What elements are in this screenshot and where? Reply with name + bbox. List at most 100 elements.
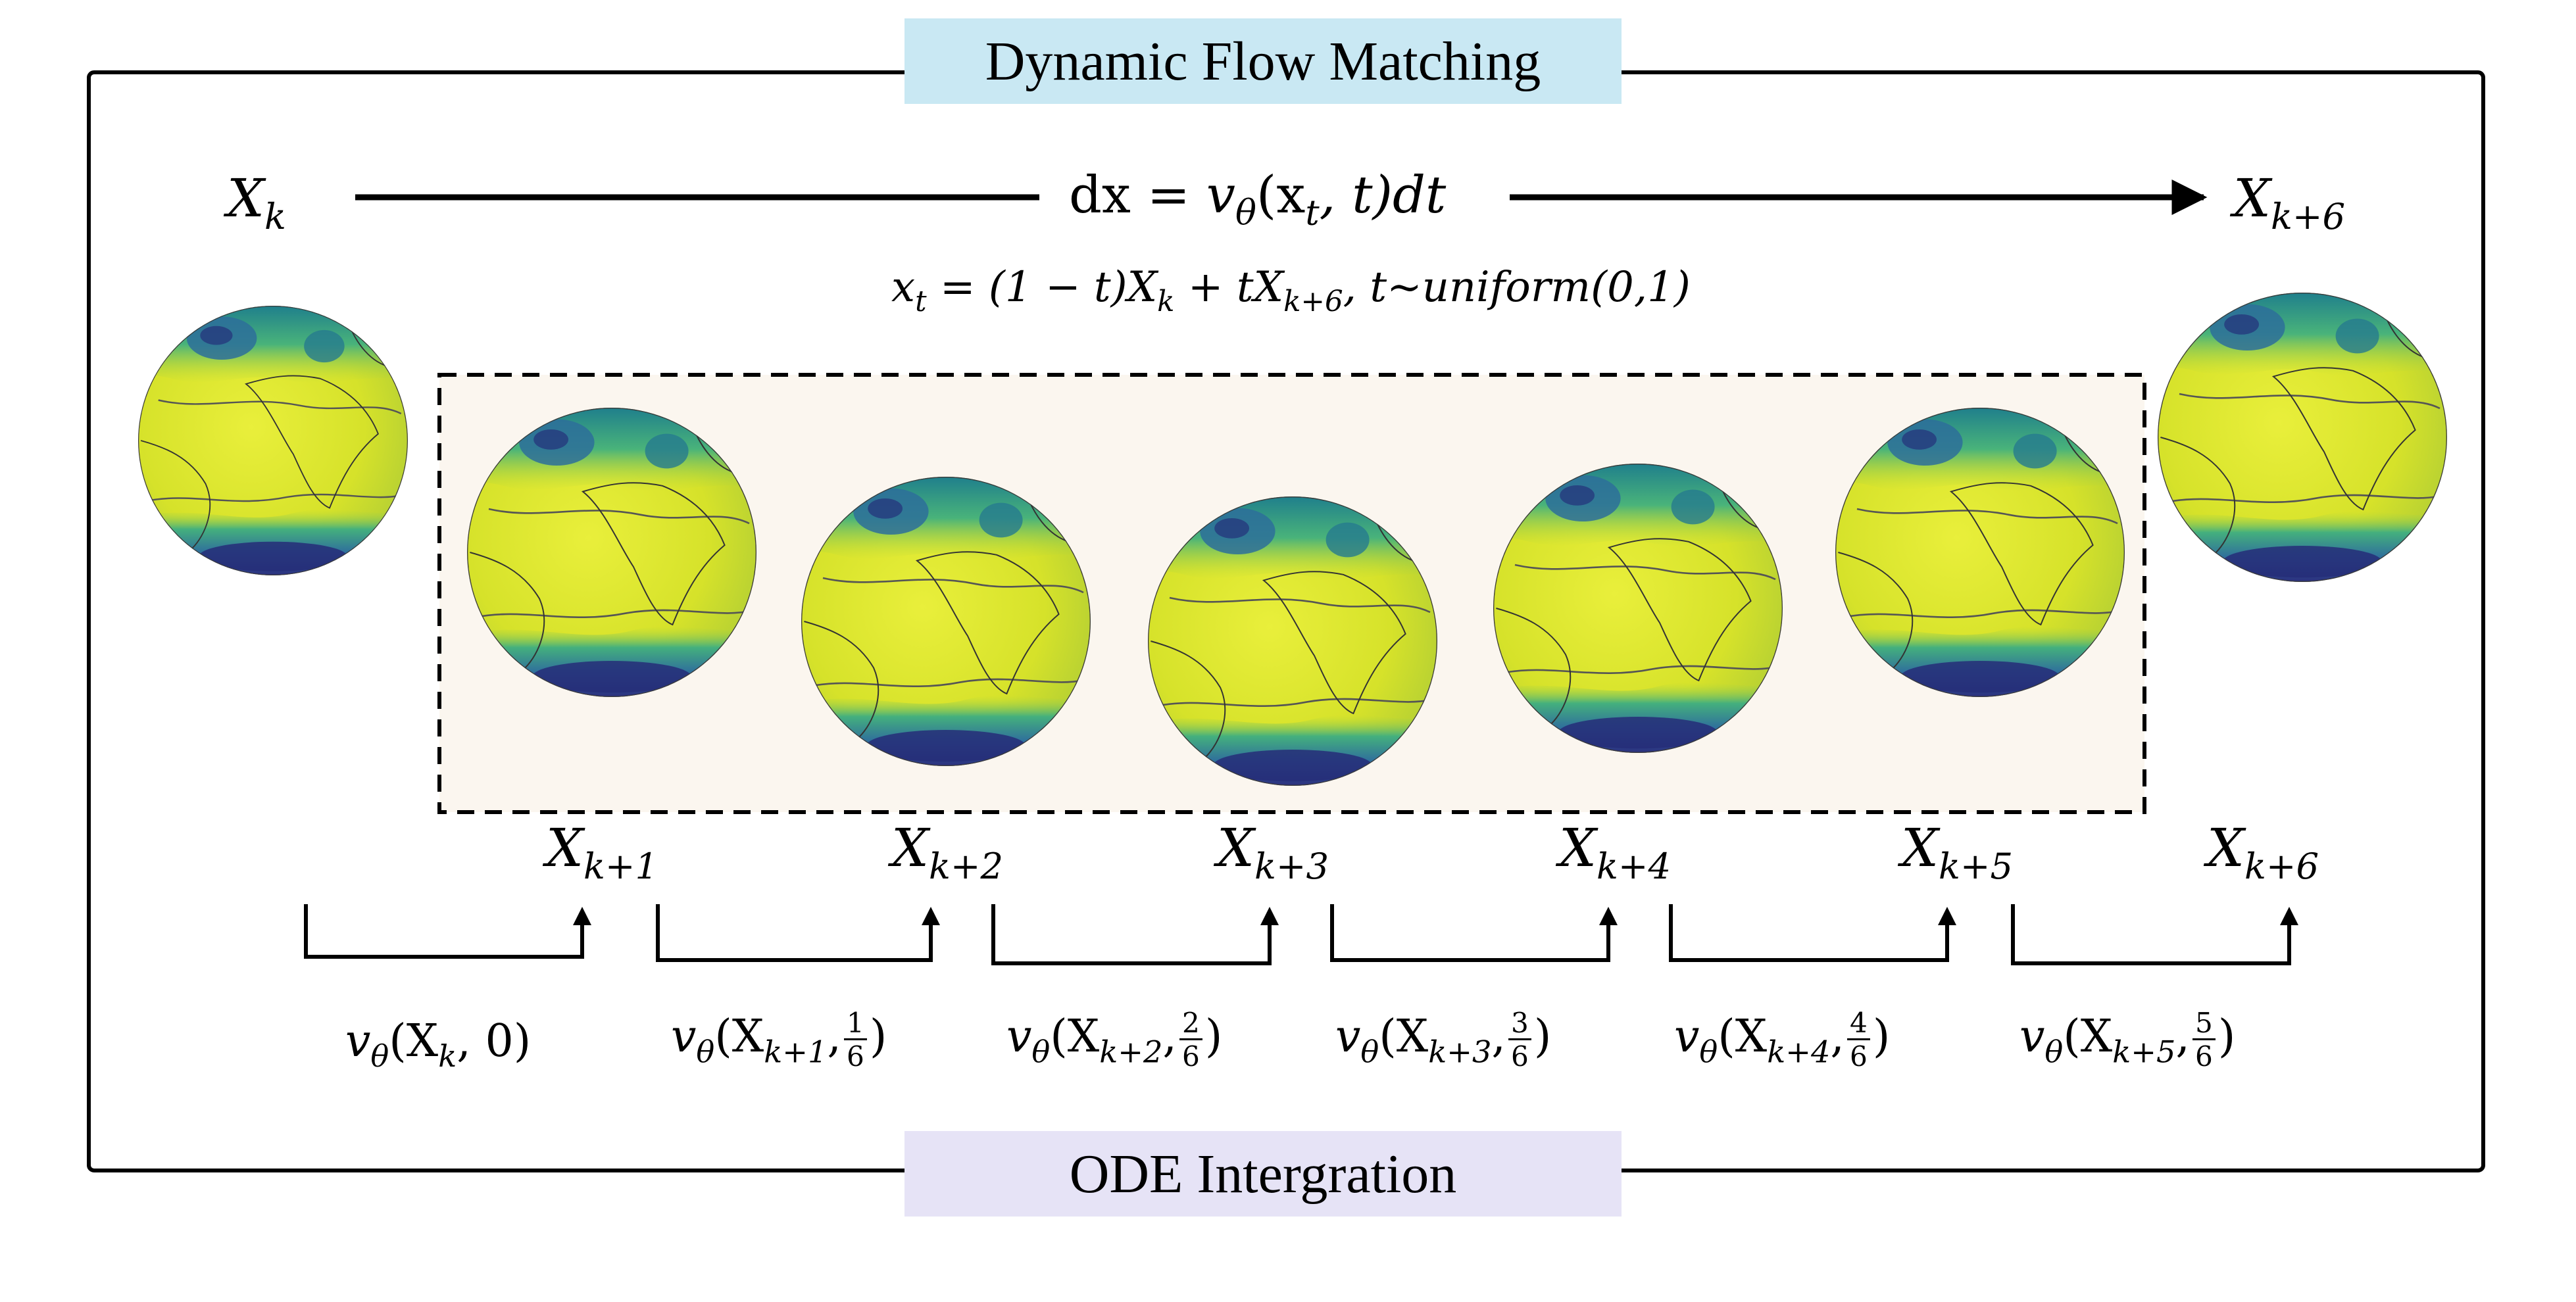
velocity-comma: , (827, 1011, 842, 1063)
step-label-base: X (891, 817, 929, 879)
step-label-sub: k+4 (1596, 846, 1672, 888)
step-arrow-6 (2011, 904, 2291, 965)
velocity-sub: k (438, 1038, 457, 1074)
step-arrow-head-3 (1260, 907, 1279, 925)
velocity-theta: θ (1699, 1034, 1718, 1070)
velocity-label-2: vθ(Xk+1, 1 6) (671, 1009, 887, 1071)
velocity-v: v (2019, 1011, 2045, 1063)
velocity-close: ) (1204, 1011, 1223, 1063)
interp-mid: = (1 − t)X (926, 263, 1158, 312)
fraction-numerator: 2 (1179, 1009, 1202, 1041)
interp-pre: x (891, 263, 916, 312)
step-label-base: X (1559, 817, 1597, 879)
interp-sub-t: t (915, 285, 927, 319)
velocity-sub: k+1 (764, 1034, 828, 1070)
step-arrow-head-6 (2280, 907, 2298, 925)
interp-tail: , t~uniform(0,1) (1343, 263, 1691, 312)
velocity-sub: k+3 (1428, 1034, 1492, 1070)
velocity-label-5: vθ(Xk+4, 4 6) (1674, 1009, 1890, 1071)
step-arrow-1 (304, 904, 584, 959)
step-label-base: X (1217, 817, 1254, 879)
start-state-base: X (227, 168, 264, 229)
velocity-open: (X (714, 1011, 764, 1063)
velocity-theta: θ (1031, 1034, 1051, 1070)
fraction-denominator: 6 (1182, 1040, 1200, 1073)
step-arrow-2 (656, 904, 933, 962)
top-title: Dynamic Flow Matching (904, 18, 1622, 104)
step-label-2: Xk+2 (891, 822, 1003, 884)
velocity-close: ) (2217, 1011, 2236, 1063)
fraction-numerator: 4 (1847, 1009, 1870, 1041)
bottom-title: ODE Intergration (904, 1131, 1622, 1217)
step-label-sub: k+5 (1938, 846, 2014, 888)
step-arrow-head-1 (573, 907, 591, 925)
velocity-comma: , (1491, 1011, 1506, 1063)
globe-end (2158, 293, 2447, 582)
velocity-open: (X (2063, 1011, 2113, 1063)
step-label-base: X (1901, 817, 1939, 879)
step-label-sub: k+2 (928, 846, 1004, 888)
fraction-denominator: 6 (1850, 1040, 1868, 1073)
velocity-v: v (671, 1011, 697, 1063)
step-arrows-layer (304, 904, 2298, 965)
step-label-5: Xk+5 (1901, 822, 2013, 884)
step-label-1: Xk+1 (546, 822, 658, 884)
interp-sub-k6: k+6 (1283, 285, 1343, 319)
step-arrow-3 (991, 904, 1272, 965)
velocity-label-4: vθ(Xk+3, 3 6) (1335, 1009, 1551, 1071)
fraction-numerator: 5 (2192, 1009, 2216, 1041)
step-label-base: X (546, 817, 583, 879)
velocity-close: , 0) (457, 1015, 532, 1067)
fraction-denominator: 6 (1511, 1040, 1529, 1073)
velocity-comma: , (2175, 1011, 2191, 1063)
velocity-theta: θ (1360, 1034, 1379, 1070)
velocity-theta: θ (696, 1034, 715, 1070)
velocity-open: (X (1050, 1011, 1100, 1063)
fraction-denominator: 6 (847, 1040, 864, 1073)
ode-theta: θ (1235, 192, 1256, 233)
velocity-theta: θ (370, 1038, 389, 1074)
end-state-base: X (2233, 168, 2271, 229)
velocity-v: v (1674, 1011, 1700, 1063)
globe-step-2 (801, 477, 1091, 766)
velocity-theta: θ (2044, 1034, 2064, 1070)
velocity-sub: k+5 (2112, 1034, 2176, 1070)
step-arrow-head-4 (1599, 907, 1618, 925)
velocity-close: ) (1872, 1011, 1891, 1063)
ode-v: v (1206, 166, 1235, 225)
velocity-open: (X (1379, 1011, 1429, 1063)
interp-plus: + tX (1174, 263, 1284, 312)
velocity-sub: k+4 (1767, 1034, 1831, 1070)
step-arrow-head-2 (922, 907, 940, 925)
velocity-v: v (1335, 1011, 1361, 1063)
velocity-comma: , (1830, 1011, 1845, 1063)
interp-sub-k: k (1157, 285, 1175, 319)
step-arrow-head-5 (1938, 907, 1956, 925)
step-label-4: Xk+4 (1559, 822, 1671, 884)
velocity-close: ) (1533, 1011, 1552, 1063)
velocity-sub: k+2 (1099, 1034, 1163, 1070)
step-label-sub: k+1 (583, 846, 658, 888)
globe-step-3 (1148, 496, 1437, 786)
start-state-sub: k (264, 196, 286, 238)
velocity-open: (X (389, 1015, 439, 1067)
globe-step-4 (1493, 464, 1783, 753)
velocity-label-1: vθ(Xk, 0) (345, 1019, 531, 1072)
velocity-v: v (345, 1015, 371, 1067)
velocity-label-6: vθ(Xk+5, 5 6) (2019, 1009, 2235, 1071)
step-arrow-4 (1330, 904, 1610, 962)
fraction-numerator: 3 (1508, 1009, 1531, 1041)
velocity-open: (X (1718, 1011, 1768, 1063)
end-state-label: Xk+6 (2233, 172, 2345, 235)
interpolation-equation: xt = (1 − t)Xk + tXk+6, t~uniform(0,1) (891, 266, 1691, 316)
fraction-denominator: 6 (2195, 1040, 2213, 1073)
fraction-numerator: 1 (844, 1009, 867, 1041)
velocity-close: ) (869, 1011, 887, 1063)
